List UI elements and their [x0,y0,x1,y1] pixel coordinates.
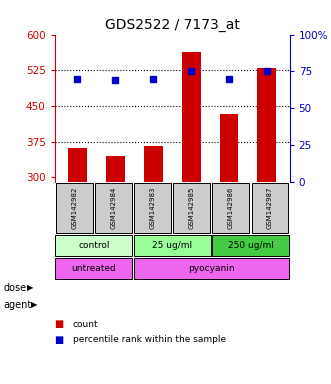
Bar [258,68,276,320]
FancyBboxPatch shape [95,183,132,233]
Text: ■: ■ [55,319,64,329]
Text: ■: ■ [55,335,64,345]
FancyBboxPatch shape [55,258,132,280]
Text: control: control [78,242,110,250]
FancyBboxPatch shape [134,258,289,280]
Bar [106,156,125,320]
Text: GSM142985: GSM142985 [189,187,195,229]
Text: GSM142983: GSM142983 [150,187,156,230]
Text: GSM142987: GSM142987 [267,187,273,230]
Text: pyocyanin: pyocyanin [188,264,235,273]
FancyBboxPatch shape [212,235,289,257]
Text: ▶: ▶ [26,283,33,293]
Text: 250 ug/ml: 250 ug/ml [227,242,273,250]
Text: untreated: untreated [71,264,116,273]
Text: percentile rank within the sample: percentile rank within the sample [73,335,226,344]
Text: GSM142982: GSM142982 [71,187,77,229]
Text: GSM142986: GSM142986 [228,187,234,230]
Text: 25 ug/ml: 25 ug/ml [152,242,192,250]
FancyBboxPatch shape [56,183,93,233]
Text: agent: agent [3,300,31,310]
Text: ▶: ▶ [31,300,38,309]
Bar [182,52,201,320]
Text: GSM142984: GSM142984 [110,187,117,229]
FancyBboxPatch shape [134,235,211,257]
Bar [219,114,238,320]
Text: count: count [73,320,98,329]
FancyBboxPatch shape [134,183,171,233]
Title: GDS2522 / 7173_at: GDS2522 / 7173_at [105,18,240,32]
FancyBboxPatch shape [213,183,249,233]
FancyBboxPatch shape [252,183,288,233]
Bar [144,146,163,320]
FancyBboxPatch shape [173,183,210,233]
Text: dose: dose [3,283,26,293]
FancyBboxPatch shape [55,235,132,257]
Bar [68,148,87,320]
